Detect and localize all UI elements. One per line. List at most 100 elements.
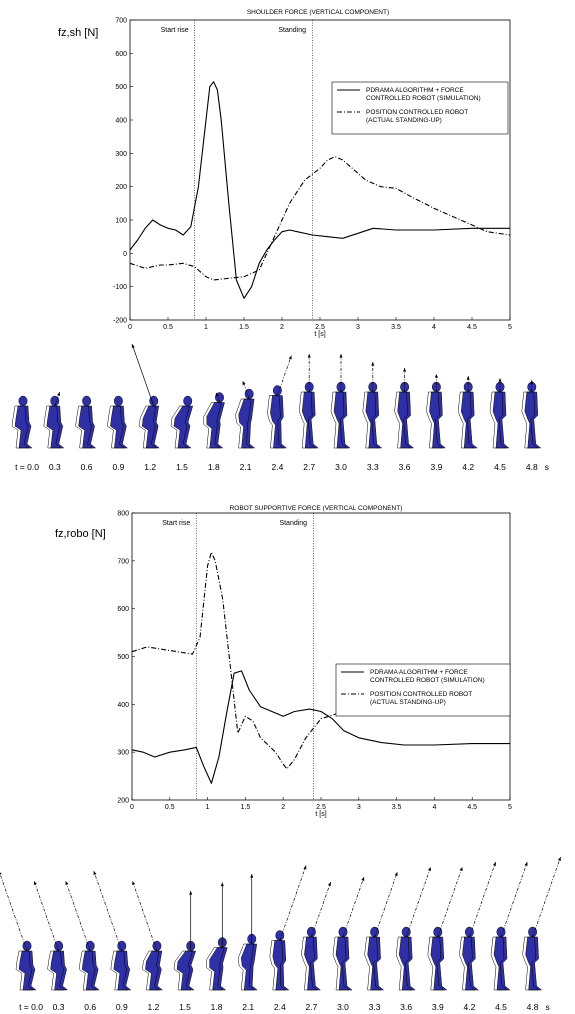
x-tick-label: 3.5 [391,324,401,331]
figure-body [492,391,510,449]
human-figure [75,395,97,449]
force-arrow [0,872,28,952]
x-tick-label: 4.5 [467,324,477,331]
force-arrow-head [361,877,365,881]
time-label: 3.0 [337,1002,349,1012]
human-figure [301,881,331,991]
x-axis-label: t [s] [315,811,326,818]
force-arrow-head [242,381,246,385]
human-figure [426,374,447,449]
figure-outline [206,947,225,991]
y-tick-label: 0 [123,251,127,258]
human-figure [332,876,365,991]
figure-strip-shoulder: t = 0.0 0.3 0.6 0.9 1.2 1.5 1.8 2.1 2.4 2.7 3.0 3.3… [11,343,549,472]
figure-outline [142,950,161,991]
y-tick-label: 100 [115,218,127,225]
figure-head [183,395,193,407]
force-arrow [279,865,307,941]
human-figure [364,871,398,991]
figure-outline [43,405,62,449]
figure-outline [457,391,475,449]
figure-body [176,950,197,991]
force-arrow-head [250,874,254,878]
figure-body [81,950,100,991]
figure-strip-robot: t = 0.0 0.3 0.6 0.9 1.2 1.5 1.8 2.1 2.4 2.7 3.0 3.3… [0,856,561,1012]
y-tick-label: 700 [115,18,127,25]
chart-title: SHOULDER FORCE (VERTICAL COMPONENT) [247,9,389,16]
time-label: 3.9 [430,462,442,472]
legend-entry: PDRAMA ALGORITHM + FORCE CONTROLLED ROBOT… [370,669,485,684]
figure-body [365,391,383,449]
figure-outline [522,936,540,991]
time-label: 1.8 [211,1002,223,1012]
time-label: 2.4 [274,1002,286,1012]
figure-outline [107,405,126,449]
force-arrow-head [557,857,561,861]
human-figure [65,880,100,991]
time-label: 0.6 [84,1002,96,1012]
x-tick-label: 5 [508,804,512,811]
y-tick-label: 700 [117,558,129,565]
force-arrow [469,861,496,938]
figure-outline [47,950,66,991]
event-marker-label: Standing [279,520,307,527]
time-label: 1.5 [179,1002,191,1012]
force-arrow-head [288,355,292,360]
y-tick-label: 200 [115,184,127,191]
figure-outline [235,398,253,449]
figure-body [209,947,228,991]
human-figure [362,362,383,449]
force-arrow [65,880,91,952]
figure-outline [330,391,348,449]
figure-outline [489,391,507,449]
time-label: 4.5 [495,1002,507,1012]
figure-outline [490,936,508,991]
human-figure [459,861,496,991]
force-arrow [132,880,158,952]
time-label: 4.2 [463,1002,475,1012]
series-line-actual [131,551,511,770]
time-label: 2.7 [303,462,315,472]
human-figure [11,395,33,449]
figure-body [301,391,319,449]
figure-body [14,405,33,449]
human-figure [522,856,561,991]
figure-outline [237,943,255,991]
time-label: 1.2 [144,462,156,472]
y-tick-label: 600 [115,51,127,58]
plot-frame [129,19,511,321]
figure-body [335,936,353,991]
human-figure [237,874,258,991]
time-label: 4.2 [462,462,474,472]
time-label: 2.1 [242,1002,254,1012]
force-arrow-head [492,862,496,866]
human-figure [131,343,160,449]
event-marker-label: Standing [278,27,306,34]
figure-body [398,936,416,991]
force-arrow-head [307,354,311,358]
human-figure [427,866,463,991]
force-arrow [131,343,155,407]
time-label: 3.6 [400,1002,412,1012]
human-figure [235,380,256,449]
force-arrow-head [220,882,224,887]
figure-body [333,391,351,449]
figure-outline [298,391,316,449]
force-arrow-head [131,344,135,348]
force-arrow-head [189,891,193,895]
figure-body [367,936,385,991]
force-arrow-head [132,881,136,885]
figure-body [113,950,132,991]
y-tick-label: 400 [117,702,129,709]
human-figure [298,354,319,449]
figure-body [206,402,225,449]
force-arrow [93,870,123,952]
figure-outline [459,936,477,991]
force-arrow-head [33,881,37,885]
figure-body [460,391,478,449]
series-line-simulation [131,670,510,784]
human-figure [206,882,228,991]
human-figure [107,395,129,449]
figure-body [46,405,65,449]
figure-body [78,405,97,449]
